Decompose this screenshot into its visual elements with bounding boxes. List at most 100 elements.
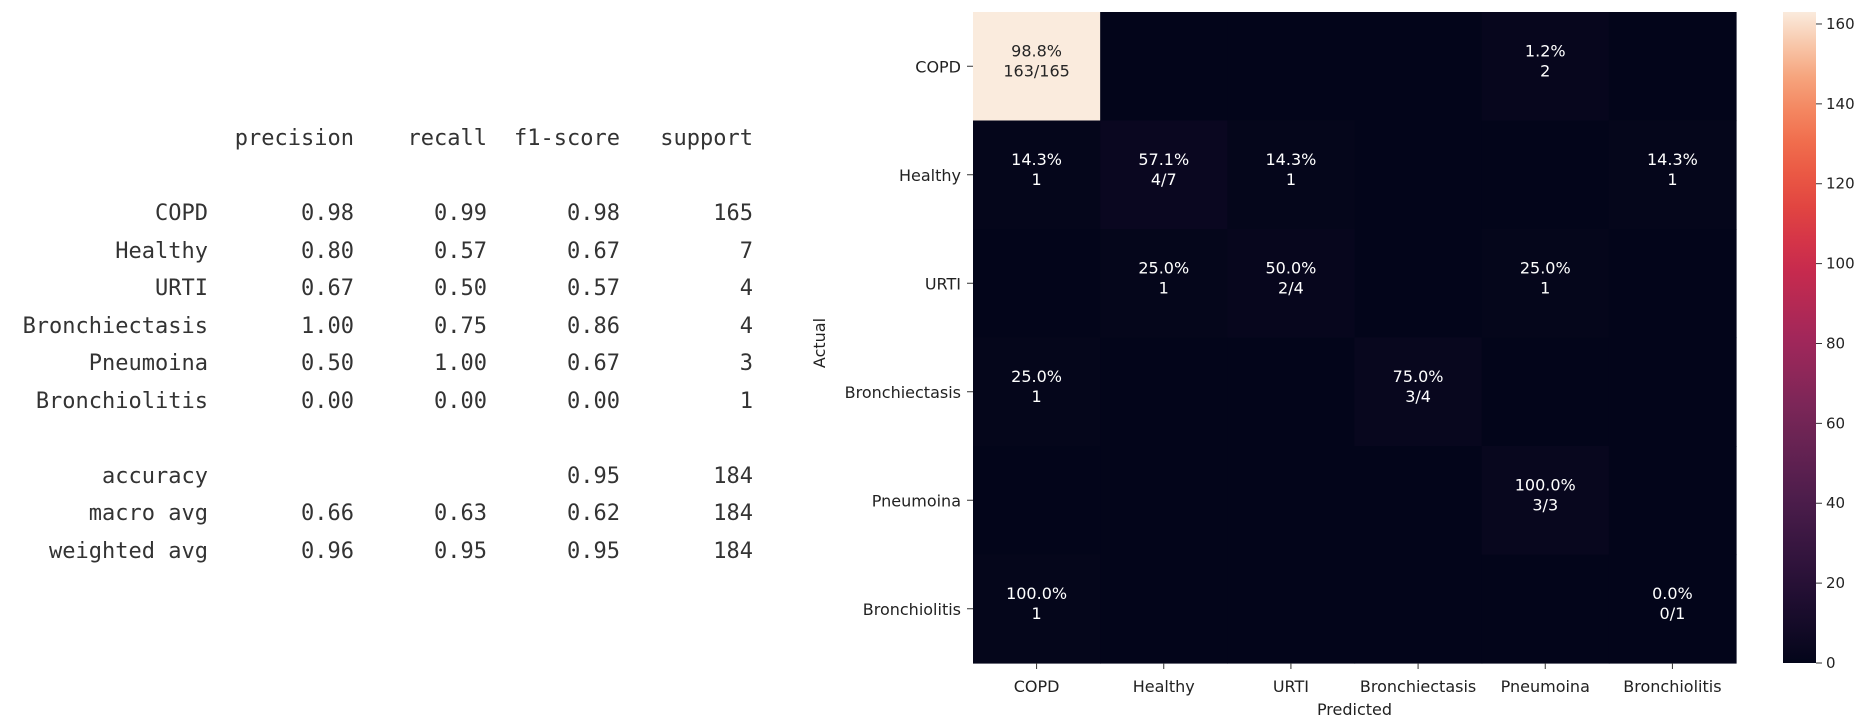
colorbar bbox=[1783, 12, 1816, 663]
cell-annotation: 25.0% 1 bbox=[1138, 258, 1189, 297]
report-cell-f1: 0.98 bbox=[567, 201, 620, 226]
heatmap-cell bbox=[1227, 12, 1356, 122]
heatmap-cell bbox=[1481, 554, 1610, 664]
report-cell-support: 7 bbox=[739, 239, 753, 264]
heatmap-cell bbox=[1354, 337, 1483, 447]
cell-annotation: 100.0% 3/3 bbox=[1515, 475, 1576, 514]
report-summary-recall: 0.95 bbox=[434, 539, 487, 564]
heatmap-cell bbox=[1354, 554, 1483, 664]
report-row-label: Healthy bbox=[115, 239, 208, 264]
colorbar-tick-label: 40 bbox=[1826, 494, 1845, 512]
heatmap-cell bbox=[1227, 446, 1356, 556]
classification-report: precision recall f1-score support COPD 0.98 0.… bbox=[0, 0, 780, 728]
heatmap-cell bbox=[1354, 12, 1483, 122]
y-tick-label: Bronchiolitis bbox=[863, 600, 961, 619]
report-cell-recall: 0.50 bbox=[434, 276, 487, 301]
cell-annotation: 75.0% 3/4 bbox=[1393, 367, 1444, 406]
report-cell-support: 1 bbox=[739, 389, 753, 414]
report-cell-f1: 0.86 bbox=[567, 314, 620, 339]
report-cell-support: 165 bbox=[713, 201, 753, 226]
y-axis-label: Actual bbox=[810, 318, 829, 368]
cell-annotation: 25.0% 1 bbox=[1520, 258, 1571, 297]
y-tick-label: Bronchiectasis bbox=[845, 383, 961, 402]
report-cell-precision: 0.98 bbox=[301, 201, 354, 226]
heatmap-cell bbox=[1608, 120, 1737, 230]
cell-annotation: 14.3% 1 bbox=[1011, 150, 1062, 189]
x-tick-label: Pneumoina bbox=[1501, 677, 1590, 696]
cell-annotation: 25.0% 1 bbox=[1011, 367, 1062, 406]
colorbar-tick-label: 60 bbox=[1826, 414, 1845, 432]
heatmap-cell bbox=[973, 12, 1101, 122]
heatmap-cell bbox=[1608, 229, 1737, 339]
report-header-support: support bbox=[660, 126, 753, 151]
cell-annotation: 14.3% 1 bbox=[1266, 150, 1317, 189]
heatmap-cell bbox=[1100, 12, 1228, 122]
heatmap-cell bbox=[1608, 446, 1737, 556]
cell-annotation: 14.3% 1 bbox=[1647, 150, 1698, 189]
cell-annotation: 0.0% 0/1 bbox=[1652, 584, 1693, 623]
heatmap-cell bbox=[1354, 120, 1483, 230]
report-cell-f1: 0.67 bbox=[567, 351, 620, 376]
heatmap-cell bbox=[1227, 554, 1356, 664]
report-summary-support: 184 bbox=[713, 539, 753, 564]
cell-annotation: 100.0% 1 bbox=[1006, 584, 1067, 623]
report-summary-label: accuracy bbox=[102, 464, 208, 489]
heatmap-cell bbox=[1481, 229, 1610, 339]
heatmap-cell bbox=[1100, 446, 1228, 556]
report-summary-f1: 0.95 bbox=[567, 464, 620, 489]
heatmap-cell bbox=[1100, 554, 1228, 664]
report-header-precision: precision bbox=[234, 126, 354, 151]
report-cell-f1: 0.67 bbox=[567, 239, 620, 264]
report-cell-precision: 0.80 bbox=[301, 239, 354, 264]
report-cell-precision: 0.67 bbox=[301, 276, 354, 301]
report-summary-support: 184 bbox=[713, 464, 753, 489]
report-summary-label: macro avg bbox=[88, 501, 208, 526]
report-row-label: URTI bbox=[155, 276, 208, 301]
report-cell-recall: 0.99 bbox=[434, 201, 487, 226]
report-row-label: Bronchiolitis bbox=[35, 389, 208, 414]
cell-annotation: 98.8% 163/165 bbox=[1003, 41, 1069, 80]
colorbar-tick-label: 120 bbox=[1826, 175, 1855, 193]
report-row-label: Pneumoina bbox=[88, 351, 208, 376]
report-summary-label: weighted avg bbox=[49, 539, 208, 564]
colorbar-tick-label: 80 bbox=[1826, 334, 1845, 352]
heatmap-cell bbox=[1608, 337, 1737, 447]
heatmap-cell bbox=[973, 337, 1101, 447]
report-cell-recall: 0.00 bbox=[434, 389, 487, 414]
report-cell-f1: 0.57 bbox=[567, 276, 620, 301]
heatmap-cell bbox=[1481, 120, 1610, 230]
cell-annotation: 57.1% 4/7 bbox=[1138, 150, 1189, 189]
report-row-label: Bronchiectasis bbox=[22, 314, 208, 339]
heatmap-cell bbox=[1354, 229, 1483, 339]
report-row-label: COPD bbox=[155, 201, 208, 226]
colorbar-tick-label: 0 bbox=[1826, 654, 1836, 672]
report-summary-support: 184 bbox=[713, 501, 753, 526]
heatmap-cell bbox=[1100, 337, 1228, 447]
x-tick-label: COPD bbox=[1014, 677, 1060, 696]
report-summary-f1: 0.95 bbox=[567, 539, 620, 564]
report-header-recall: recall bbox=[407, 126, 487, 151]
report-summary-f1: 0.62 bbox=[567, 501, 620, 526]
report-cell-support: 4 bbox=[739, 276, 753, 301]
heatmap-cell bbox=[973, 554, 1101, 664]
heatmap-cell bbox=[1608, 12, 1737, 122]
report-summary-recall: 0.63 bbox=[434, 501, 487, 526]
report-cell-precision: 0.50 bbox=[301, 351, 354, 376]
x-axis-label: Predicted bbox=[1317, 700, 1392, 719]
x-tick-label: Healthy bbox=[1133, 677, 1195, 696]
report-cell-recall: 1.00 bbox=[434, 351, 487, 376]
colorbar-tick-label: 20 bbox=[1826, 574, 1845, 592]
report-summary-precision: 0.96 bbox=[301, 539, 354, 564]
y-tick-label: Pneumoina bbox=[872, 491, 961, 510]
cell-annotation: 50.0% 2/4 bbox=[1266, 258, 1317, 297]
heatmap-cell bbox=[1100, 120, 1228, 230]
report-cell-support: 4 bbox=[739, 314, 753, 339]
heatmap-cell bbox=[1100, 229, 1228, 339]
report-summary-precision: 0.66 bbox=[301, 501, 354, 526]
heatmap-cell bbox=[1227, 120, 1356, 230]
y-tick-label: Healthy bbox=[899, 166, 961, 185]
report-cell-support: 3 bbox=[739, 351, 753, 376]
heatmap-cell bbox=[1354, 446, 1483, 556]
colorbar-tick-label: 160 bbox=[1826, 15, 1855, 33]
